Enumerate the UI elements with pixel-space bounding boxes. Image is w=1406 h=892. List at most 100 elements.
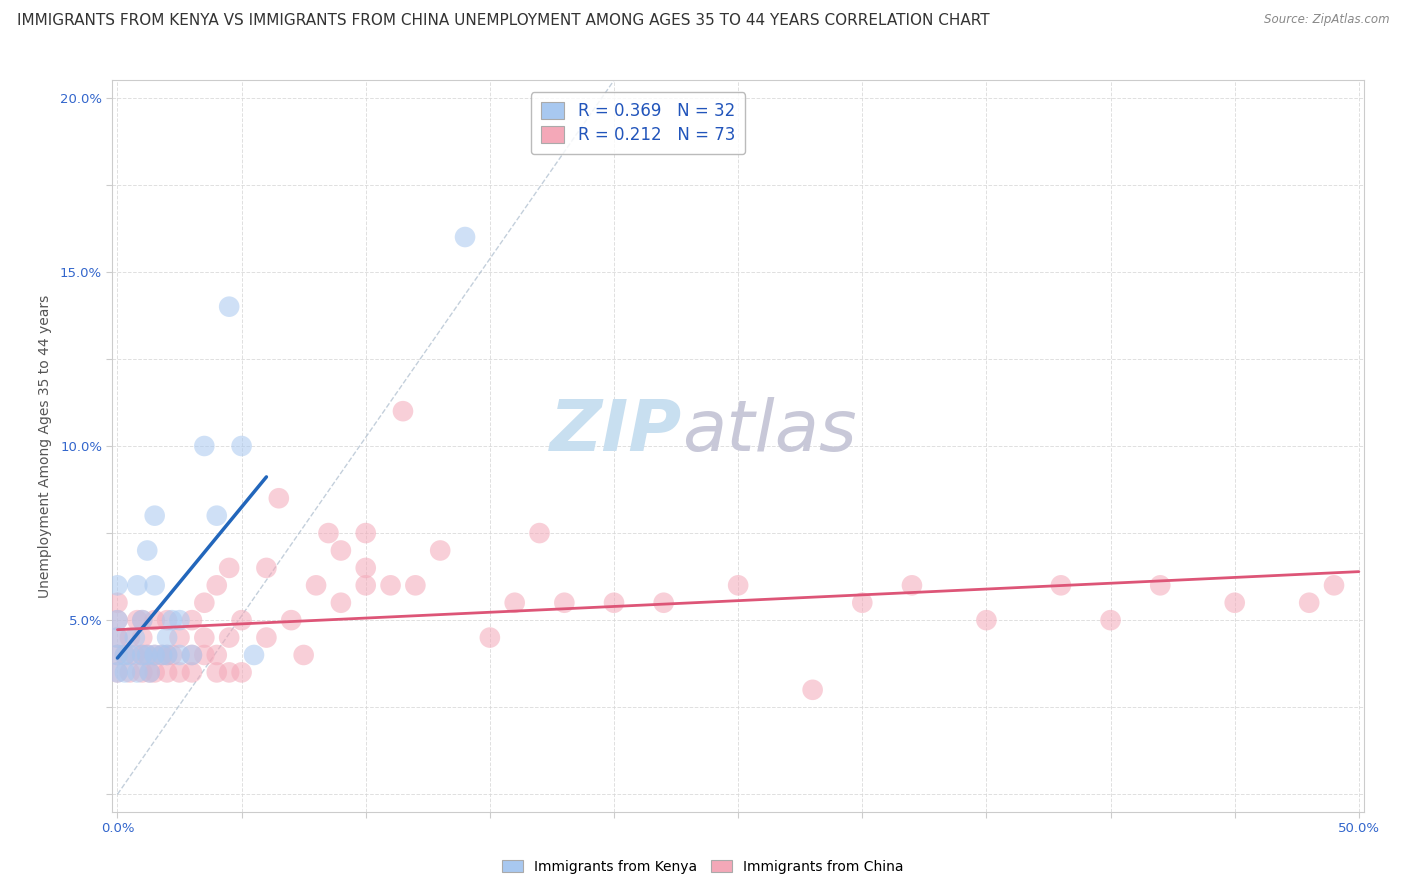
Point: [169, 631, 191, 645]
Point: [127, 613, 149, 627]
Point: [1323, 578, 1346, 592]
Point: [193, 439, 215, 453]
Point: [143, 648, 166, 662]
Point: [124, 631, 146, 645]
Point: [254, 631, 277, 645]
Point: [318, 526, 340, 541]
Point: [131, 665, 153, 680]
Point: [231, 665, 253, 680]
Text: Source: ZipAtlas.com: Source: ZipAtlas.com: [1264, 13, 1389, 27]
Point: [193, 596, 215, 610]
Point: [454, 230, 477, 244]
Point: [392, 404, 415, 418]
Point: [118, 631, 141, 645]
Point: [136, 648, 159, 662]
Point: [127, 665, 149, 680]
Point: [143, 665, 166, 680]
Point: [1223, 596, 1246, 610]
Point: [205, 508, 228, 523]
Point: [169, 665, 191, 680]
Point: [254, 561, 277, 575]
Point: [205, 665, 228, 680]
Point: [1099, 613, 1122, 627]
Point: [107, 631, 129, 645]
Point: [143, 648, 166, 662]
Point: [107, 648, 129, 662]
Point: [429, 543, 451, 558]
Point: [218, 665, 240, 680]
Point: [160, 648, 183, 662]
Point: [181, 613, 204, 627]
Point: [131, 648, 153, 662]
Point: [131, 631, 153, 645]
Point: [107, 613, 129, 627]
Point: [118, 665, 141, 680]
Point: [404, 578, 426, 592]
Point: [131, 613, 153, 627]
Point: [138, 665, 160, 680]
Point: [305, 578, 328, 592]
Point: [329, 543, 352, 558]
Point: [169, 648, 191, 662]
Point: [218, 631, 240, 645]
Point: [851, 596, 873, 610]
Point: [114, 648, 136, 662]
Point: [292, 648, 315, 662]
Point: [107, 613, 129, 627]
Point: [107, 665, 129, 680]
Point: [280, 613, 302, 627]
Point: [652, 596, 675, 610]
Text: ZIP: ZIP: [550, 397, 682, 466]
Point: [107, 578, 129, 592]
Point: [329, 596, 352, 610]
Point: [976, 613, 998, 627]
Y-axis label: Unemployment Among Ages 35 to 44 years: Unemployment Among Ages 35 to 44 years: [38, 294, 52, 598]
Text: atlas: atlas: [682, 397, 856, 466]
Point: [1149, 578, 1171, 592]
Point: [354, 561, 377, 575]
Point: [181, 665, 204, 680]
Point: [354, 578, 377, 592]
Text: IMMIGRANTS FROM KENYA VS IMMIGRANTS FROM CHINA UNEMPLOYMENT AMONG AGES 35 TO 44 : IMMIGRANTS FROM KENYA VS IMMIGRANTS FROM…: [17, 13, 990, 29]
Point: [354, 526, 377, 541]
Legend: Immigrants from Kenya, Immigrants from China: Immigrants from Kenya, Immigrants from C…: [495, 853, 911, 880]
Point: [267, 491, 290, 506]
Point: [801, 682, 824, 697]
Point: [156, 665, 179, 680]
Point: [193, 631, 215, 645]
Point: [193, 648, 215, 662]
Legend: R = 0.369   N = 32, R = 0.212   N = 73: R = 0.369 N = 32, R = 0.212 N = 73: [531, 92, 745, 154]
Point: [603, 596, 626, 610]
Point: [127, 578, 149, 592]
Point: [231, 439, 253, 453]
Point: [205, 578, 228, 592]
Point: [169, 613, 191, 627]
Point: [136, 648, 159, 662]
Point: [136, 543, 159, 558]
Point: [503, 596, 526, 610]
Point: [205, 648, 228, 662]
Point: [118, 648, 141, 662]
Point: [218, 300, 240, 314]
Point: [131, 648, 153, 662]
Point: [156, 631, 179, 645]
Point: [218, 561, 240, 575]
Point: [243, 648, 266, 662]
Point: [156, 648, 179, 662]
Point: [143, 508, 166, 523]
Point: [181, 648, 204, 662]
Point: [1050, 578, 1073, 592]
Point: [107, 631, 129, 645]
Point: [124, 648, 146, 662]
Point: [156, 613, 179, 627]
Point: [478, 631, 501, 645]
Point: [114, 665, 136, 680]
Point: [138, 665, 160, 680]
Point: [380, 578, 402, 592]
Point: [107, 648, 129, 662]
Point: [160, 613, 183, 627]
Point: [131, 613, 153, 627]
Point: [150, 648, 173, 662]
Point: [727, 578, 749, 592]
Point: [156, 648, 179, 662]
